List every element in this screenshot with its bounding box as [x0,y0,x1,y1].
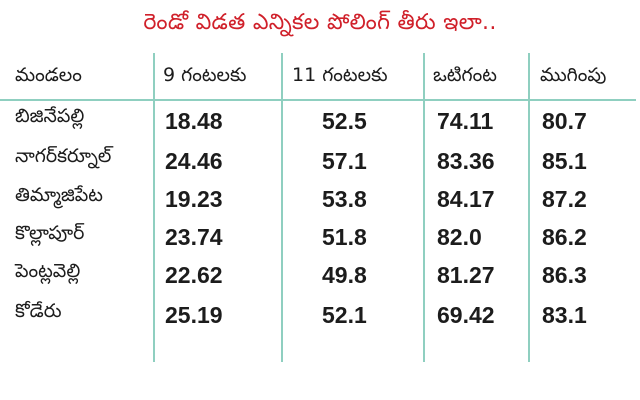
column-divider [423,53,425,362]
value-9am: 18.48 [165,108,223,134]
value-9am: 23.74 [165,224,223,250]
mandal-name: కోడేరు [15,300,62,322]
value-final: 86.2 [542,224,587,250]
value-1pm: 83.36 [437,148,495,174]
mandal-name: బిజినేపల్లి [15,105,85,127]
header-mandal: మండలం [15,64,82,86]
value-final: 85.1 [542,148,587,174]
value-1pm: 81.27 [437,262,495,288]
value-final: 87.2 [542,186,587,212]
value-11am: 53.8 [322,186,367,212]
mandal-name: పెంట్లవెల్లి [15,260,81,282]
header-final: ముగింపు [540,64,607,86]
value-11am: 52.5 [322,108,367,134]
value-1pm: 82.0 [437,224,482,250]
value-11am: 49.8 [322,262,367,288]
value-9am: 24.46 [165,148,223,174]
header-11am: 11 గంటలకు [292,64,388,86]
value-11am: 52.1 [322,302,367,328]
mandal-name: నాగర్‌కర్నూల్ [15,145,112,167]
header-1pm: ఒటిగంట [433,64,497,86]
value-11am: 57.1 [322,148,367,174]
value-1pm: 74.11 [437,108,494,134]
value-9am: 19.23 [165,186,223,212]
page-title: రెండో విడత ఎన్నికల పోలింగ్ తీరు ఇలా.. [143,10,497,35]
value-final: 86.3 [542,262,587,288]
mandal-name: తిమ్మాజిపేట [15,184,103,206]
value-9am: 22.62 [165,262,223,288]
value-9am: 25.19 [165,302,223,328]
value-1pm: 84.17 [437,186,495,212]
mandal-name: కొల్లాపూర్ [15,222,85,244]
value-final: 83.1 [542,302,587,328]
value-1pm: 69.42 [437,302,495,328]
header-divider [0,99,636,101]
value-11am: 51.8 [322,224,367,250]
column-divider [281,53,283,362]
column-divider [153,53,155,362]
column-divider [528,53,530,362]
value-final: 80.7 [542,108,587,134]
header-9am: 9 గంటలకు [163,64,247,86]
